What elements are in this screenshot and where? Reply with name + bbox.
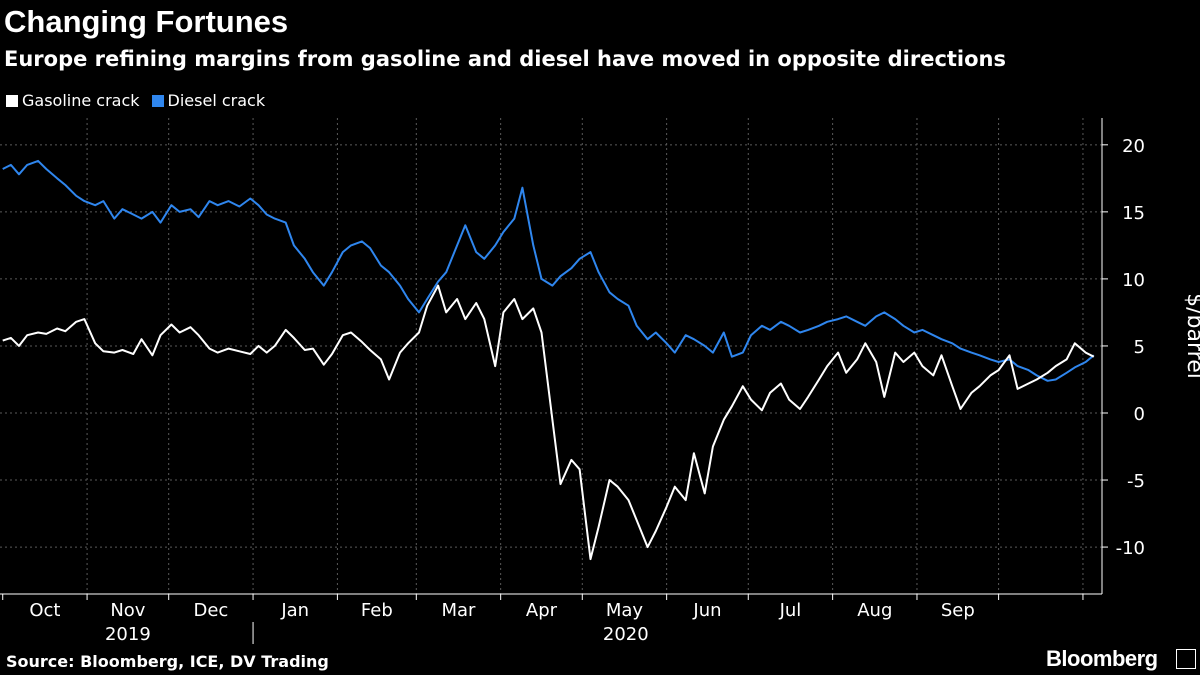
x-tick-label: Jun — [692, 600, 721, 621]
x-tick-label: Oct — [29, 600, 60, 621]
brand-terminal-icon — [1176, 649, 1196, 669]
legend: Gasoline crack Diesel crack — [6, 91, 277, 110]
y-tick-label: 10 — [1122, 270, 1145, 291]
x-tick-label: Jul — [779, 600, 802, 621]
legend-label-gasoline: Gasoline crack — [22, 91, 140, 110]
brand-logo: Bloomberg — [1046, 646, 1158, 671]
legend-swatch-diesel — [151, 94, 164, 107]
x-tick-label: May — [606, 600, 644, 621]
legend-swatch-gasoline — [6, 94, 18, 107]
chart-title: Changing Fortunes — [4, 4, 289, 39]
y-tick-label: 0 — [1134, 404, 1145, 425]
y-tick-label: -10 — [1116, 538, 1145, 559]
x-tick-label: Dec — [193, 600, 228, 621]
x-tick-label: Aug — [857, 600, 892, 621]
x-tick-label: Sep — [941, 600, 975, 621]
year-label: 2019 — [105, 624, 151, 645]
x-tick-label: Feb — [361, 600, 393, 621]
year-label: 2020 — [603, 624, 649, 645]
legend-label-diesel: Diesel crack — [167, 91, 266, 110]
y-axis-title: $/barrel — [1182, 293, 1200, 379]
chart-subtitle: Europe refining margins from gasoline an… — [4, 47, 1007, 71]
legend-item-gasoline: Gasoline crack — [6, 91, 140, 110]
legend-item-diesel: Diesel crack — [151, 91, 266, 110]
x-tick-label: Apr — [526, 600, 558, 621]
diesel-crack-line — [2, 159, 1095, 382]
x-tick-label: Mar — [442, 600, 477, 621]
x-tick-label: Jan — [280, 600, 309, 621]
y-tick-label: 15 — [1122, 203, 1145, 224]
gasoline-crack-line — [2, 284, 1095, 561]
y-tick-label: 20 — [1122, 136, 1145, 157]
y-tick-label: -5 — [1127, 471, 1145, 492]
y-tick-label: 5 — [1134, 337, 1145, 358]
source-note: Source: Bloomberg, ICE, DV Trading — [6, 652, 329, 671]
x-tick-label: Nov — [110, 600, 145, 621]
